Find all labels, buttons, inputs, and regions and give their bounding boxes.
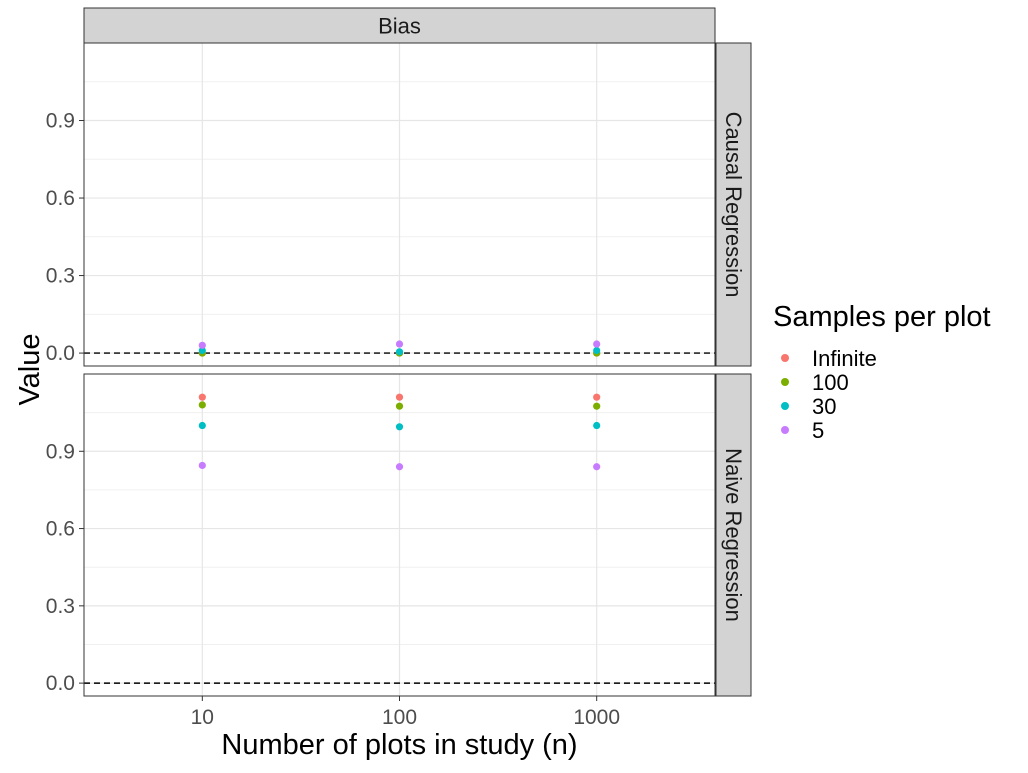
y-axis-title: Value — [14, 333, 46, 405]
data-point-5 — [198, 461, 206, 470]
data-point-30 — [198, 421, 206, 430]
facet-strip-top — [83, 7, 716, 44]
facet-label-right: Naive Regression — [721, 448, 746, 622]
x-tick-label: 1000 — [573, 706, 620, 729]
data-point-infinite — [593, 393, 601, 401]
data-point-5 — [593, 340, 601, 348]
data-point-30 — [395, 348, 404, 356]
y-tick-label: 0.0 — [46, 672, 75, 695]
data-point-5 — [593, 463, 601, 471]
y-tick-label: 0.0 — [46, 342, 75, 365]
legend-label: 30 — [812, 394, 836, 419]
legend-label: Infinite — [812, 346, 877, 371]
data-point-infinite — [198, 393, 206, 401]
data-point-5 — [198, 341, 206, 349]
legend-label: 5 — [812, 418, 824, 443]
data-point-30 — [395, 423, 404, 431]
data-point-30 — [198, 346, 206, 355]
legend-key-100 — [781, 378, 789, 386]
data-point-5 — [395, 463, 404, 471]
facet-label-right: Causal Regression — [721, 112, 746, 298]
facet-label-top: Bias — [378, 14, 421, 39]
data-point-100 — [395, 402, 404, 410]
data-point-100 — [593, 402, 601, 410]
legend-key-5 — [781, 426, 789, 434]
legend-key-infinite — [781, 354, 789, 362]
data-point-30 — [593, 421, 601, 430]
data-point-30 — [593, 346, 601, 355]
legend-label: 100 — [812, 370, 849, 395]
y-tick-label: 0.3 — [46, 595, 75, 618]
y-tick-label: 0.6 — [46, 518, 75, 541]
x-axis-title: Number of plots in study (n) — [221, 729, 577, 761]
x-tick-label: 100 — [382, 706, 417, 729]
legend-key-30 — [781, 402, 789, 410]
y-tick-label: 0.3 — [46, 265, 75, 288]
facet-strip-right — [715, 373, 752, 697]
y-tick-label: 0.9 — [46, 440, 75, 463]
facet-strip-right — [715, 42, 752, 367]
panel-border — [83, 42, 716, 367]
data-point-infinite — [395, 393, 404, 401]
data-point-100 — [198, 401, 206, 409]
y-tick-label: 0.9 — [46, 110, 75, 133]
y-tick-label: 0.6 — [46, 187, 75, 210]
data-point-5 — [395, 340, 404, 348]
legend-title: Samples per plot — [773, 301, 991, 333]
x-tick-label: 10 — [191, 706, 214, 729]
